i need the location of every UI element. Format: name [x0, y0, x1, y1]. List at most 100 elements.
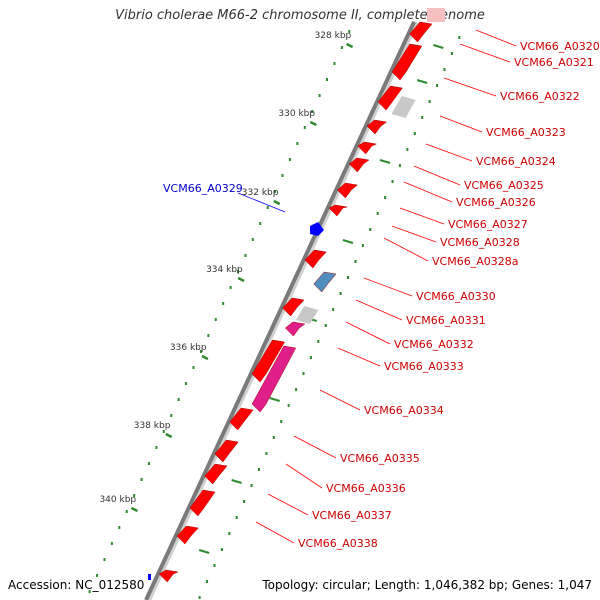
gene-label[interactable]: VCM66_A0320: [520, 40, 600, 53]
map-title: Vibrio cholerae M66-2 chromosome II, com…: [115, 8, 485, 23]
guide-dot-inner: [266, 206, 269, 209]
guide-dot-outer: [250, 484, 253, 487]
gene-label-leader: [391, 225, 437, 243]
scale-label: 330 kbp: [278, 109, 315, 119]
gene-label[interactable]: VCM66_A0322: [500, 90, 580, 103]
gene-label[interactable]: VCM66_A0330: [416, 290, 496, 303]
gene-label[interactable]: VCM66_A0331: [406, 314, 486, 327]
scale-label: 336 kbp: [170, 343, 207, 353]
guide-dot-inner: [288, 158, 291, 161]
gene-label[interactable]: VCM66_A0324: [476, 155, 556, 168]
gene-label[interactable]: VCM66_A0328a: [432, 255, 518, 268]
gene-feature[interactable]: [214, 439, 239, 463]
gene-label[interactable]: VCM66_A0321: [514, 56, 594, 69]
gene-feature[interactable]: [391, 43, 423, 81]
gene-label[interactable]: VCM66_A0336: [326, 482, 406, 495]
gene-label-leader: [237, 192, 286, 213]
gene-feature[interactable]: [313, 271, 337, 293]
gene-label-leader: [403, 181, 453, 203]
gene-feature[interactable]: [336, 182, 358, 199]
gene-feature[interactable]: [366, 119, 388, 135]
gene-label[interactable]: VCM66_A0333: [384, 360, 464, 373]
gene-feature[interactable]: [158, 569, 179, 583]
guide-dot-inner: [281, 174, 284, 177]
guide-dot-outer: [243, 500, 246, 503]
scale-tick: [130, 506, 138, 513]
gene-label[interactable]: VCM66_A0332: [394, 338, 474, 351]
outer-tick: [416, 79, 428, 84]
gene-feature[interactable]: [251, 345, 297, 413]
gene-feature[interactable]: [304, 249, 327, 269]
guide-dot-inner: [162, 430, 165, 433]
gene-label-leader: [383, 237, 429, 262]
guide-dot-inner: [125, 510, 128, 513]
reverse-gene-feature[interactable]: [310, 222, 324, 236]
gene-label[interactable]: VCM66_A0335: [340, 452, 420, 465]
guide-dot-outer: [272, 436, 275, 439]
gene-feature[interactable]: [176, 525, 199, 545]
gene-label[interactable]: VCM66_A0338: [298, 537, 378, 550]
gene-feature[interactable]: [229, 407, 254, 431]
gene-feature[interactable]: [282, 297, 305, 317]
gene-label[interactable]: VCM66_A0327: [448, 218, 528, 231]
gene-label[interactable]: VCM66_A0337: [312, 509, 392, 522]
pseudo-gene-feature[interactable]: [295, 306, 319, 324]
gene-label-leader: [345, 321, 391, 345]
gene-label-leader: [337, 347, 381, 367]
guide-dot-inner: [155, 446, 158, 449]
guide-dot-outer: [413, 132, 416, 135]
gene-label[interactable]: VCM66_A0334: [364, 404, 444, 417]
gene-label-leader: [293, 435, 337, 459]
guide-dot-inner: [170, 414, 173, 417]
gene-feature[interactable]: [357, 141, 378, 155]
gene-feature[interactable]: [349, 157, 370, 173]
gene-feature[interactable]: [409, 21, 433, 43]
guide-dot-outer: [391, 180, 394, 183]
gene-label-leader: [439, 115, 483, 133]
guide-dot-outer: [428, 100, 431, 103]
scale-labels: 328 kbp 330 kbp 332 kbp 334 kbp 336 kbp 338 k…: [99, 31, 351, 505]
guide-dot-inner: [311, 110, 314, 113]
guide-dot-inner: [348, 30, 351, 33]
reverse-gene-feature[interactable]: [148, 574, 151, 580]
pseudo-gene-feature[interactable]: [391, 96, 416, 118]
guide-dot-outer: [450, 52, 453, 55]
guide-dot-inner: [192, 366, 195, 369]
accession-text: Accession: NC_012580: [8, 578, 145, 592]
gene-label[interactable]: VCM66_A0325: [464, 179, 544, 192]
scale-ticks: [130, 42, 444, 554]
gene-feature[interactable]: [328, 204, 348, 217]
gene-feature[interactable]: [204, 463, 228, 485]
gene-feature[interactable]: [251, 339, 285, 383]
gene-feature[interactable]: [189, 489, 216, 517]
gene-feature[interactable]: [284, 321, 306, 337]
gene-label-leader: [475, 29, 517, 47]
outer-tick: [269, 397, 280, 402]
guide-dot-outer: [302, 372, 305, 375]
scale-tick: [273, 199, 281, 206]
scale-tick: [165, 432, 173, 439]
guide-dot-inner: [133, 494, 136, 497]
gene-label[interactable]: VCM66_A0328: [440, 236, 520, 249]
guide-dot-outer: [228, 532, 231, 535]
gene-label-leader: [285, 463, 323, 489]
gene-label-leader: [363, 277, 413, 297]
guide-dot-inner: [333, 62, 336, 65]
gene-label[interactable]: VCM66_A0326: [456, 196, 536, 209]
guide-dot-outer: [265, 452, 268, 455]
gene-label-leader: [399, 207, 445, 225]
guide-dot-inner: [303, 126, 306, 129]
guide-dot-inner: [237, 270, 240, 273]
gene-feature[interactable]: [377, 85, 403, 111]
guide-dot-outer: [295, 388, 298, 391]
scale-label: 340 kbp: [99, 495, 136, 505]
gene-label[interactable]: VCM66_A0329: [163, 182, 243, 195]
guide-dot-outer: [406, 148, 409, 151]
guide-dot-outer: [257, 468, 260, 471]
guide-dot-outer: [347, 276, 350, 279]
guide-dot-inner: [326, 78, 329, 81]
gene-feature[interactable]: [427, 8, 445, 22]
gene-label[interactable]: VCM66_A0323: [486, 126, 566, 139]
guide-dot-inner: [185, 382, 188, 385]
guide-dot-inner: [214, 318, 217, 321]
